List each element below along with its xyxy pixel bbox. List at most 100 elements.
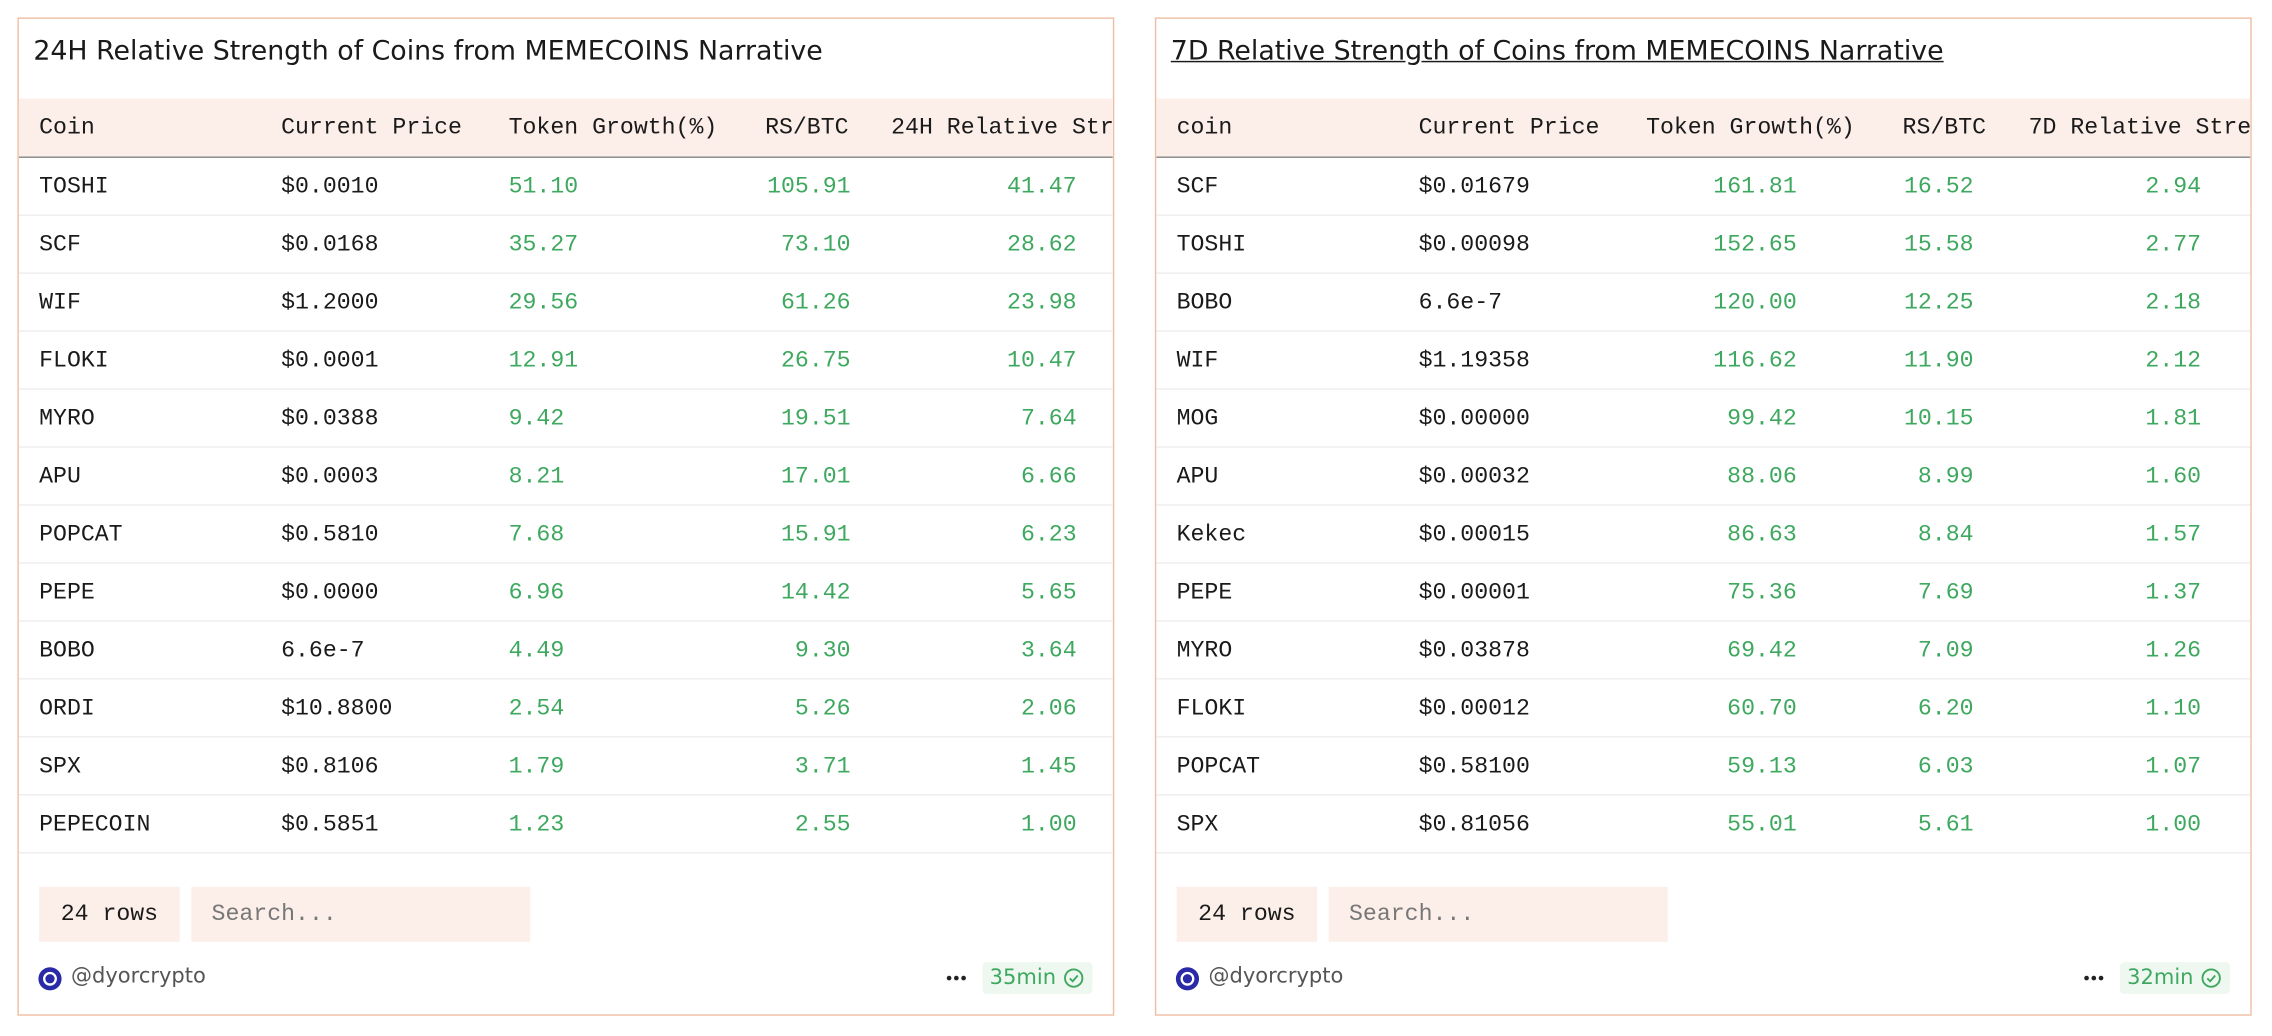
check-circle: [1064, 968, 1084, 988]
table-cell: 152.65: [1713, 231, 1797, 258]
table-cell: $0.0001: [281, 347, 379, 374]
panel-title[interactable]: 7D Relative Strength of Coins from MEMEC…: [1170, 36, 1944, 67]
table-cell: 75.36: [1727, 579, 1797, 606]
table-cell: SCF: [39, 231, 81, 258]
menu-dot: [954, 975, 959, 981]
table-cell: $0.5810: [281, 521, 379, 548]
column-header[interactable]: RS/BTC: [765, 114, 849, 141]
column-header[interactable]: Current Price: [281, 114, 462, 141]
table-cell: 6.96: [508, 579, 565, 606]
table-cell: 28.62: [1007, 231, 1077, 258]
row-divider: [18, 272, 1113, 274]
table-cell: 7.64: [1020, 405, 1077, 432]
refresh-age: 32min: [2127, 966, 2194, 990]
search-input[interactable]: Search...: [191, 886, 531, 942]
column-header[interactable]: RS/BTC: [1902, 114, 1987, 141]
table-cell: 55.01: [1727, 811, 1797, 838]
table-cell: 105.91: [767, 173, 851, 200]
row-count-button[interactable]: 24 rows: [39, 886, 180, 942]
header-row: coin Current Price Token Growth(%) RS/BTC 7D…: [1156, 98, 2252, 158]
table-cell: MOG: [1176, 405, 1219, 432]
refresh-age: 35min: [989, 966, 1057, 990]
table-cell: 7.69: [1917, 579, 1974, 606]
row-divider: [18, 330, 1113, 332]
table-cell: 8.21: [508, 463, 565, 490]
table-cell: 1.10: [2145, 695, 2202, 722]
row-divider: [1156, 620, 2251, 622]
author-name[interactable]: @dyorcrypto: [1208, 965, 1344, 989]
table-cell: 61.26: [780, 289, 851, 316]
table-cell: $0.00015: [1418, 521, 1530, 548]
row-divider: [1156, 794, 2251, 796]
table-cell: 17.01: [780, 463, 851, 490]
table-cell: 1.57: [2145, 521, 2202, 548]
table-cell: PEPE: [1176, 579, 1233, 606]
row-divider: [18, 388, 1113, 390]
menu-dot: [2098, 975, 2104, 981]
column-header[interactable]: Token Growth(%): [1646, 114, 1855, 141]
table-cell: POPCAT: [39, 521, 123, 548]
table-cell: 5.26: [794, 695, 851, 722]
table-cell: 14.42: [780, 579, 851, 606]
table-cell: 15.91: [780, 521, 851, 548]
table-cell: 120.00: [1713, 289, 1797, 316]
table-cell: TOSHI: [39, 173, 109, 200]
column-header[interactable]: coin: [1176, 114, 1233, 141]
table-cell: $0.00001: [1418, 579, 1530, 606]
table-cell: 23.98: [1007, 289, 1077, 316]
table-cell: $10.8800: [281, 695, 393, 722]
table-cell: 9.30: [794, 637, 851, 664]
table-cell: $0.0388: [281, 405, 379, 432]
check-mark: [1069, 974, 1079, 983]
table-cell: $1.19358: [1418, 347, 1530, 374]
table-panel: 24H Relative Strength of Coins from MEME…: [17, 17, 1115, 1016]
more-menu[interactable]: [2084, 969, 2107, 986]
row-divider: [1156, 562, 2251, 564]
row-divider: [1156, 272, 2251, 274]
table-cell: 6.6e-7: [1418, 289, 1503, 316]
row-divider: [1156, 504, 2251, 506]
column-header[interactable]: Token Growth(%): [508, 114, 718, 141]
table-cell: 1.37: [2145, 579, 2202, 606]
column-header[interactable]: Coin: [39, 114, 95, 141]
table-cell: 10.47: [1007, 347, 1077, 374]
table-cell: 15.58: [1903, 231, 1974, 258]
table-cell: 6.03: [1917, 753, 1974, 780]
table-panel: 7D Relative Strength of Coins from MEMEC…: [1154, 17, 2252, 1016]
column-header[interactable]: Current Price: [1418, 114, 1600, 141]
refresh-badge: 35min: [982, 962, 1093, 995]
panel-title[interactable]: 24H Relative Strength of Coins from MEME…: [33, 36, 823, 67]
table-cell: 1.26: [2145, 637, 2202, 664]
table-cell: 2.06: [1020, 695, 1077, 722]
table-cell: 12.25: [1903, 289, 1974, 316]
table-cell: POPCAT: [1176, 753, 1261, 780]
table-cell: 3.71: [794, 753, 851, 780]
row-divider: [1156, 214, 2251, 216]
table-cell: 12.91: [508, 347, 579, 374]
table-cell: 5.65: [1020, 579, 1077, 606]
table-cell: PEPECOIN: [39, 811, 151, 838]
table-cell: $0.00012: [1418, 695, 1530, 722]
table-cell: $0.0168: [281, 231, 379, 258]
more-menu[interactable]: [946, 969, 969, 986]
table-cell: MYRO: [39, 405, 95, 432]
search-input[interactable]: Search...: [1328, 886, 1668, 942]
table-cell: 19.51: [780, 405, 851, 432]
column-header[interactable]: 24H Relative Str: [891, 114, 1114, 141]
table-cell: 8.84: [1917, 521, 1974, 548]
table-cell: 1.81: [2145, 405, 2202, 432]
table-cell: 1.07: [2145, 753, 2202, 780]
row-divider: [1156, 736, 2251, 738]
author-name[interactable]: @dyorcrypto: [71, 965, 206, 989]
table-cell: BOBO: [39, 637, 95, 664]
table-cell: 2.12: [2145, 347, 2202, 374]
table-cell: $0.5851: [281, 811, 379, 838]
table-cell: 4.49: [508, 637, 565, 664]
column-header[interactable]: 7D Relative Stre: [2028, 114, 2252, 141]
row-count-button[interactable]: 24 rows: [1176, 886, 1318, 942]
table-cell: 2.77: [2145, 231, 2202, 258]
author-logo: [1175, 967, 1200, 991]
table-cell: 7.09: [1917, 637, 1974, 664]
table-cell: 1.45: [1020, 753, 1077, 780]
